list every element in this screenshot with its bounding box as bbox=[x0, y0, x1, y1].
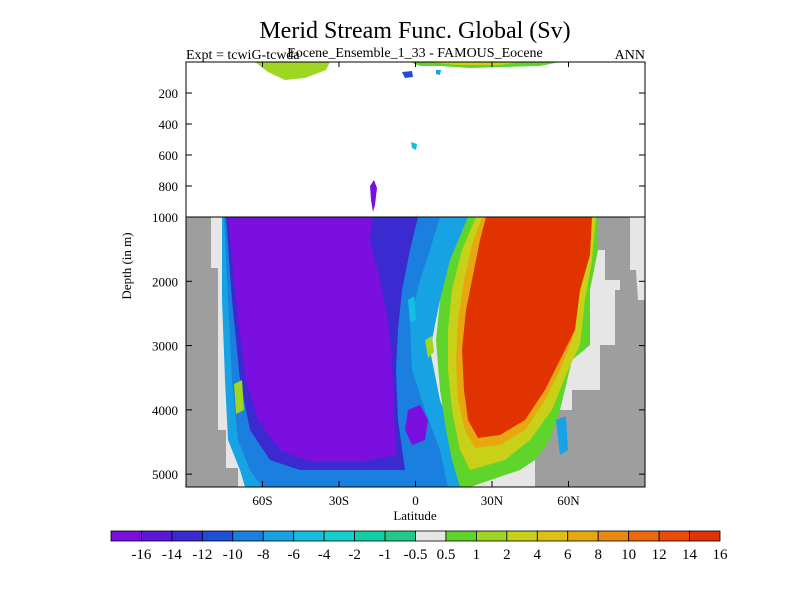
mask-north-strip bbox=[630, 217, 645, 300]
cell-north-fringe bbox=[556, 416, 568, 455]
y-tick-label: 5000 bbox=[152, 467, 178, 482]
upper-feature-green-band bbox=[255, 62, 330, 80]
cell-north-core bbox=[462, 217, 592, 438]
x-tick-label: 60S bbox=[252, 493, 272, 508]
y-tick-label: 200 bbox=[159, 86, 179, 101]
colorbar-label: 1 bbox=[473, 547, 481, 563]
colorbar-swatch bbox=[415, 530, 447, 542]
colorbar-swatch bbox=[141, 530, 173, 542]
upper-panel-frame bbox=[185, 61, 646, 218]
colorbar-label: -16 bbox=[131, 547, 151, 563]
cell-south-core bbox=[228, 217, 396, 462]
cell-south-fringe-green bbox=[234, 380, 244, 414]
x-tick-label: 0 bbox=[412, 493, 419, 508]
colorbar-swatch bbox=[171, 530, 203, 542]
cell-equator-green bbox=[425, 336, 434, 358]
lower-panel bbox=[186, 217, 645, 487]
colorbar-label: 10 bbox=[621, 547, 636, 563]
colorbar-label: -6 bbox=[287, 547, 300, 563]
colorbar-swatch bbox=[445, 530, 477, 542]
colorbar-label: -10 bbox=[223, 547, 243, 563]
y-tick-label: 1000 bbox=[152, 210, 178, 225]
y-tick-label: 2000 bbox=[152, 274, 178, 289]
y-tick-label: 3000 bbox=[152, 339, 178, 354]
colorbar-label: -4 bbox=[318, 547, 331, 563]
colorbar-label: 0.5 bbox=[437, 547, 456, 563]
subtitle-left: Expt = tcwiG-tcwda bbox=[186, 48, 300, 63]
colorbar-label: 12 bbox=[652, 547, 667, 563]
colorbar-label: 8 bbox=[594, 547, 602, 563]
x-tick-label: 60N bbox=[557, 493, 580, 508]
y-tick-label: 600 bbox=[159, 148, 179, 163]
colorbar-swatch bbox=[689, 530, 721, 542]
colorbar-label: -2 bbox=[348, 547, 361, 563]
axes: 60S 30S 0 30N 60N 200 400 600 800 1000 2000 3000 400… bbox=[152, 62, 645, 508]
mask-south-land bbox=[186, 217, 238, 487]
colorbar-swatch bbox=[354, 530, 386, 542]
colorbar-swatch bbox=[110, 530, 142, 542]
x-tick-label: 30N bbox=[481, 493, 504, 508]
subtitle-right: ANN bbox=[615, 48, 645, 63]
colorbar-swatch bbox=[567, 530, 599, 542]
colorbar-swatch bbox=[262, 530, 295, 542]
colorbar-label: -0.5 bbox=[404, 547, 428, 563]
colorbar-swatch bbox=[232, 530, 264, 542]
colorbar-label: 14 bbox=[682, 547, 698, 563]
colorbar-swatch bbox=[597, 530, 630, 542]
colorbar-swatch bbox=[506, 530, 538, 542]
upper-panel bbox=[255, 62, 560, 212]
colorbar-label: -8 bbox=[257, 547, 270, 563]
upper-feature-blue-blob bbox=[402, 71, 413, 78]
x-axis-label: Latitude bbox=[393, 508, 437, 523]
colorbar: -16 -14 -12 -10 -8 -6 -4 -2 -1 -0.5 0.5 1 2 4 6 8 10 12 14… bbox=[110, 530, 729, 563]
subtitle-center: Eocene_Ensemble_1_33 - FAMOUS_Eocene bbox=[287, 46, 543, 61]
colorbar-swatch bbox=[536, 530, 569, 542]
upper-feature-purple-streak bbox=[370, 180, 377, 212]
colorbar-swatch bbox=[628, 530, 660, 542]
colorbar-label: 6 bbox=[564, 547, 572, 563]
y-tick-label: 4000 bbox=[152, 403, 178, 418]
colorbar-swatch bbox=[323, 530, 355, 542]
upper-feature-cyan-blob bbox=[436, 70, 441, 75]
y-tick-label: 400 bbox=[159, 117, 179, 132]
mask-north-island bbox=[598, 217, 620, 280]
colorbar-swatch bbox=[475, 530, 508, 542]
colorbar-swatch bbox=[384, 530, 416, 542]
colorbar-swatch bbox=[658, 530, 690, 542]
colorbar-label: -1 bbox=[379, 547, 392, 563]
y-tick-label: 800 bbox=[159, 179, 179, 194]
upper-feature-cyan-small bbox=[411, 142, 417, 150]
colorbar-swatch bbox=[201, 530, 234, 542]
chart-title: Merid Stream Func. Global (Sv) bbox=[259, 18, 570, 44]
colorbar-swatch bbox=[293, 530, 325, 542]
colorbar-label: -12 bbox=[192, 547, 212, 563]
colorbar-label: 2 bbox=[503, 547, 511, 563]
y-axis-label: Depth (in m) bbox=[119, 232, 134, 299]
cell-equator-cyan bbox=[408, 296, 416, 322]
cell-south-core-deep bbox=[405, 405, 428, 445]
colorbar-label: 4 bbox=[534, 547, 542, 563]
colorbar-label: 16 bbox=[713, 547, 729, 563]
colorbar-label: -14 bbox=[162, 547, 182, 563]
x-tick-label: 30S bbox=[329, 493, 349, 508]
upper-feature-yellow bbox=[430, 62, 520, 65]
